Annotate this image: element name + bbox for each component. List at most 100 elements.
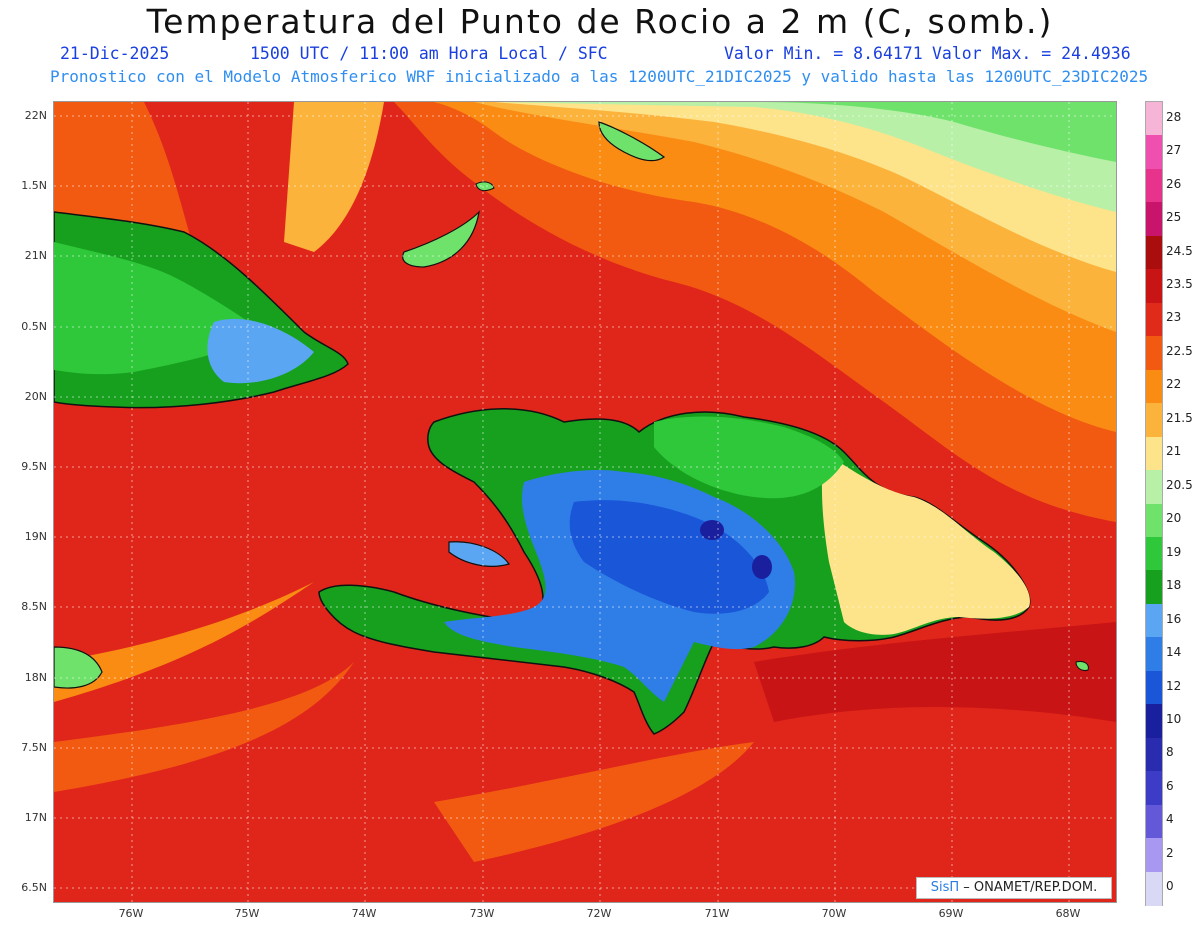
field-band-20 <box>614 102 1116 162</box>
time-label: 1500 UTC / 11:00 am Hora Local / SFC <box>250 44 608 63</box>
field-band-south-1 <box>54 582 314 702</box>
y-tick-label: 8.5N <box>21 600 47 613</box>
color-scale-segment <box>1146 603 1162 638</box>
color-scale-segment <box>1146 135 1162 170</box>
x-tick-label: 70W <box>821 907 847 920</box>
color-scale-segment <box>1146 235 1162 270</box>
color-scale-label: 18 <box>1166 578 1182 593</box>
color-scale-label: 12 <box>1166 678 1182 693</box>
y-tick-label: 9.5N <box>21 460 47 473</box>
field-band-south-3 <box>434 742 754 862</box>
color-scale-label: 14 <box>1166 645 1182 660</box>
model-info-line: Pronostico con el Modelo Atmosferico WRF… <box>50 67 1149 86</box>
color-scale-label: 19 <box>1166 544 1182 559</box>
y-tick-label: 0.5N <box>21 320 47 333</box>
dr-north-green <box>654 416 844 499</box>
color-scale-label: 28 <box>1166 109 1182 124</box>
color-scale-segment <box>1146 102 1162 136</box>
x-tick-label: 69W <box>938 907 964 920</box>
island-small-1 <box>475 181 495 192</box>
x-tick-label: 68W <box>1055 907 1081 920</box>
color-scale-segment <box>1146 570 1162 605</box>
color-scale-segment <box>1146 704 1162 739</box>
field-band-bottom <box>54 862 1116 902</box>
color-scale-segment <box>1146 369 1162 404</box>
y-tick-label: 22N <box>24 109 47 122</box>
y-tick-label: 21N <box>24 249 47 262</box>
color-scale-segment <box>1146 871 1162 906</box>
color-scale-label: 25 <box>1166 210 1182 225</box>
color-scale-label: 27 <box>1166 143 1182 158</box>
x-tick-label: 74W <box>351 907 377 920</box>
color-scale-segment <box>1146 503 1162 538</box>
color-scale-segment <box>1146 302 1162 337</box>
min-value-label: Valor Min. = 8.64171 <box>724 44 923 63</box>
color-scale-segment <box>1146 403 1162 438</box>
color-scale-label: 0 <box>1166 879 1174 894</box>
map-canvas <box>54 102 1116 902</box>
x-tick-label: 75W <box>234 907 260 920</box>
color-scale-segment <box>1146 436 1162 471</box>
y-tick-label: 17N <box>24 811 47 824</box>
color-scale-label: 23 <box>1166 310 1182 325</box>
x-tick-label: 73W <box>469 907 495 920</box>
credit-brand: SisΠ <box>930 880 960 895</box>
color-scale-label: 24.5 <box>1166 243 1193 258</box>
field-band-south-2 <box>54 662 354 792</box>
color-scale-label: 20 <box>1166 511 1182 526</box>
color-scale-label: 10 <box>1166 711 1182 726</box>
island-turks-caicos <box>598 121 666 162</box>
field-band-dark-east <box>754 622 1116 722</box>
dr-east-yellow <box>821 452 1030 635</box>
color-scale-segment <box>1146 336 1162 371</box>
graticule <box>54 102 1116 902</box>
color-scale-label: 22 <box>1166 377 1182 392</box>
y-tick-label: 1.5N <box>21 179 47 192</box>
color-scale-label: 6 <box>1166 778 1174 793</box>
color-scale-segment <box>1146 804 1162 839</box>
island-mona <box>1075 661 1089 671</box>
color-scale-segment <box>1146 536 1162 571</box>
x-tick-label: 72W <box>586 907 612 920</box>
color-scale-label: 16 <box>1166 611 1182 626</box>
color-scale-label: 21 <box>1166 444 1182 459</box>
color-scale-segment <box>1146 168 1162 203</box>
field-band-20-5 <box>494 102 1116 212</box>
credit-box: SisΠ – ONAMET/REP.DOM. <box>916 877 1112 899</box>
max-value-label: Valor Max. = 24.4936 <box>932 44 1131 63</box>
y-tick-label: 20N <box>24 390 47 403</box>
color-scale-label: 26 <box>1166 176 1182 191</box>
color-scale-label: 8 <box>1166 745 1174 760</box>
color-scale-segment <box>1146 670 1162 705</box>
y-tick-label: 18N <box>24 671 47 684</box>
color-scale-segment <box>1146 269 1162 304</box>
color-scale-segment <box>1146 637 1162 672</box>
color-scale-label: 20.5 <box>1166 477 1193 492</box>
color-scale-segment <box>1146 771 1162 806</box>
island-great-inagua <box>402 210 480 268</box>
color-scale-segment <box>1146 470 1162 505</box>
color-scale-label: 2 <box>1166 845 1174 860</box>
dewpoint-map <box>53 101 1117 903</box>
x-tick-label: 71W <box>704 907 730 920</box>
color-scale-bar <box>1145 101 1163 906</box>
map-title: Temperatura del Punto de Rocio a 2 m (C,… <box>146 2 1054 41</box>
credit-text: – ONAMET/REP.DOM. <box>959 880 1098 895</box>
min-core-2 <box>752 555 772 579</box>
color-scale-segment <box>1146 737 1162 772</box>
y-tick-label: 7.5N <box>21 741 47 754</box>
color-scale-segment <box>1146 202 1162 237</box>
y-tick-label: 6.5N <box>21 881 47 894</box>
x-tick-label: 76W <box>118 907 144 920</box>
color-scale-label: 4 <box>1166 812 1174 827</box>
date-label: 21-Dic-2025 <box>60 44 170 63</box>
color-scale-label: 22.5 <box>1166 343 1193 358</box>
color-scale-segment <box>1146 838 1162 873</box>
field-band-west-light <box>284 102 384 252</box>
cuba-blue-core <box>207 318 314 384</box>
color-scale-label: 21.5 <box>1166 410 1193 425</box>
color-scale-label: 23.5 <box>1166 277 1193 292</box>
island-gonave <box>448 541 510 567</box>
y-tick-label: 19N <box>24 530 47 543</box>
blue-core-dark <box>569 500 769 614</box>
